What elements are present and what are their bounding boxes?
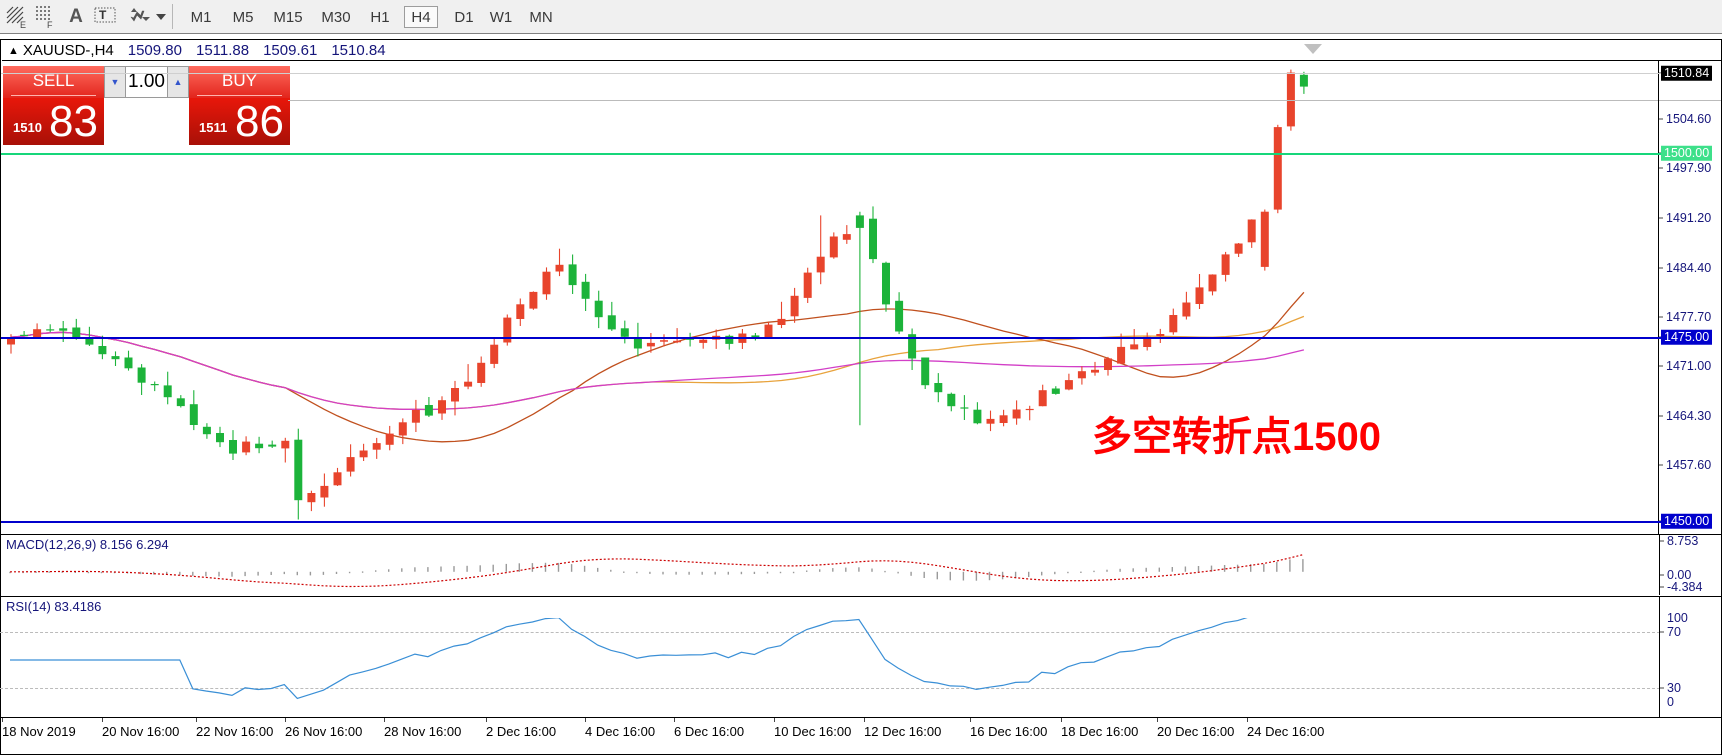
svg-text:F: F (47, 20, 53, 29)
svg-text:T: T (99, 8, 107, 22)
svg-text:E: E (20, 20, 26, 29)
